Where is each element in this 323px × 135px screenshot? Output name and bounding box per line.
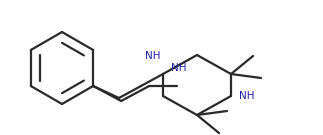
Text: NH: NH [145,51,161,61]
Text: NH: NH [172,63,187,73]
Text: NH: NH [239,91,255,101]
